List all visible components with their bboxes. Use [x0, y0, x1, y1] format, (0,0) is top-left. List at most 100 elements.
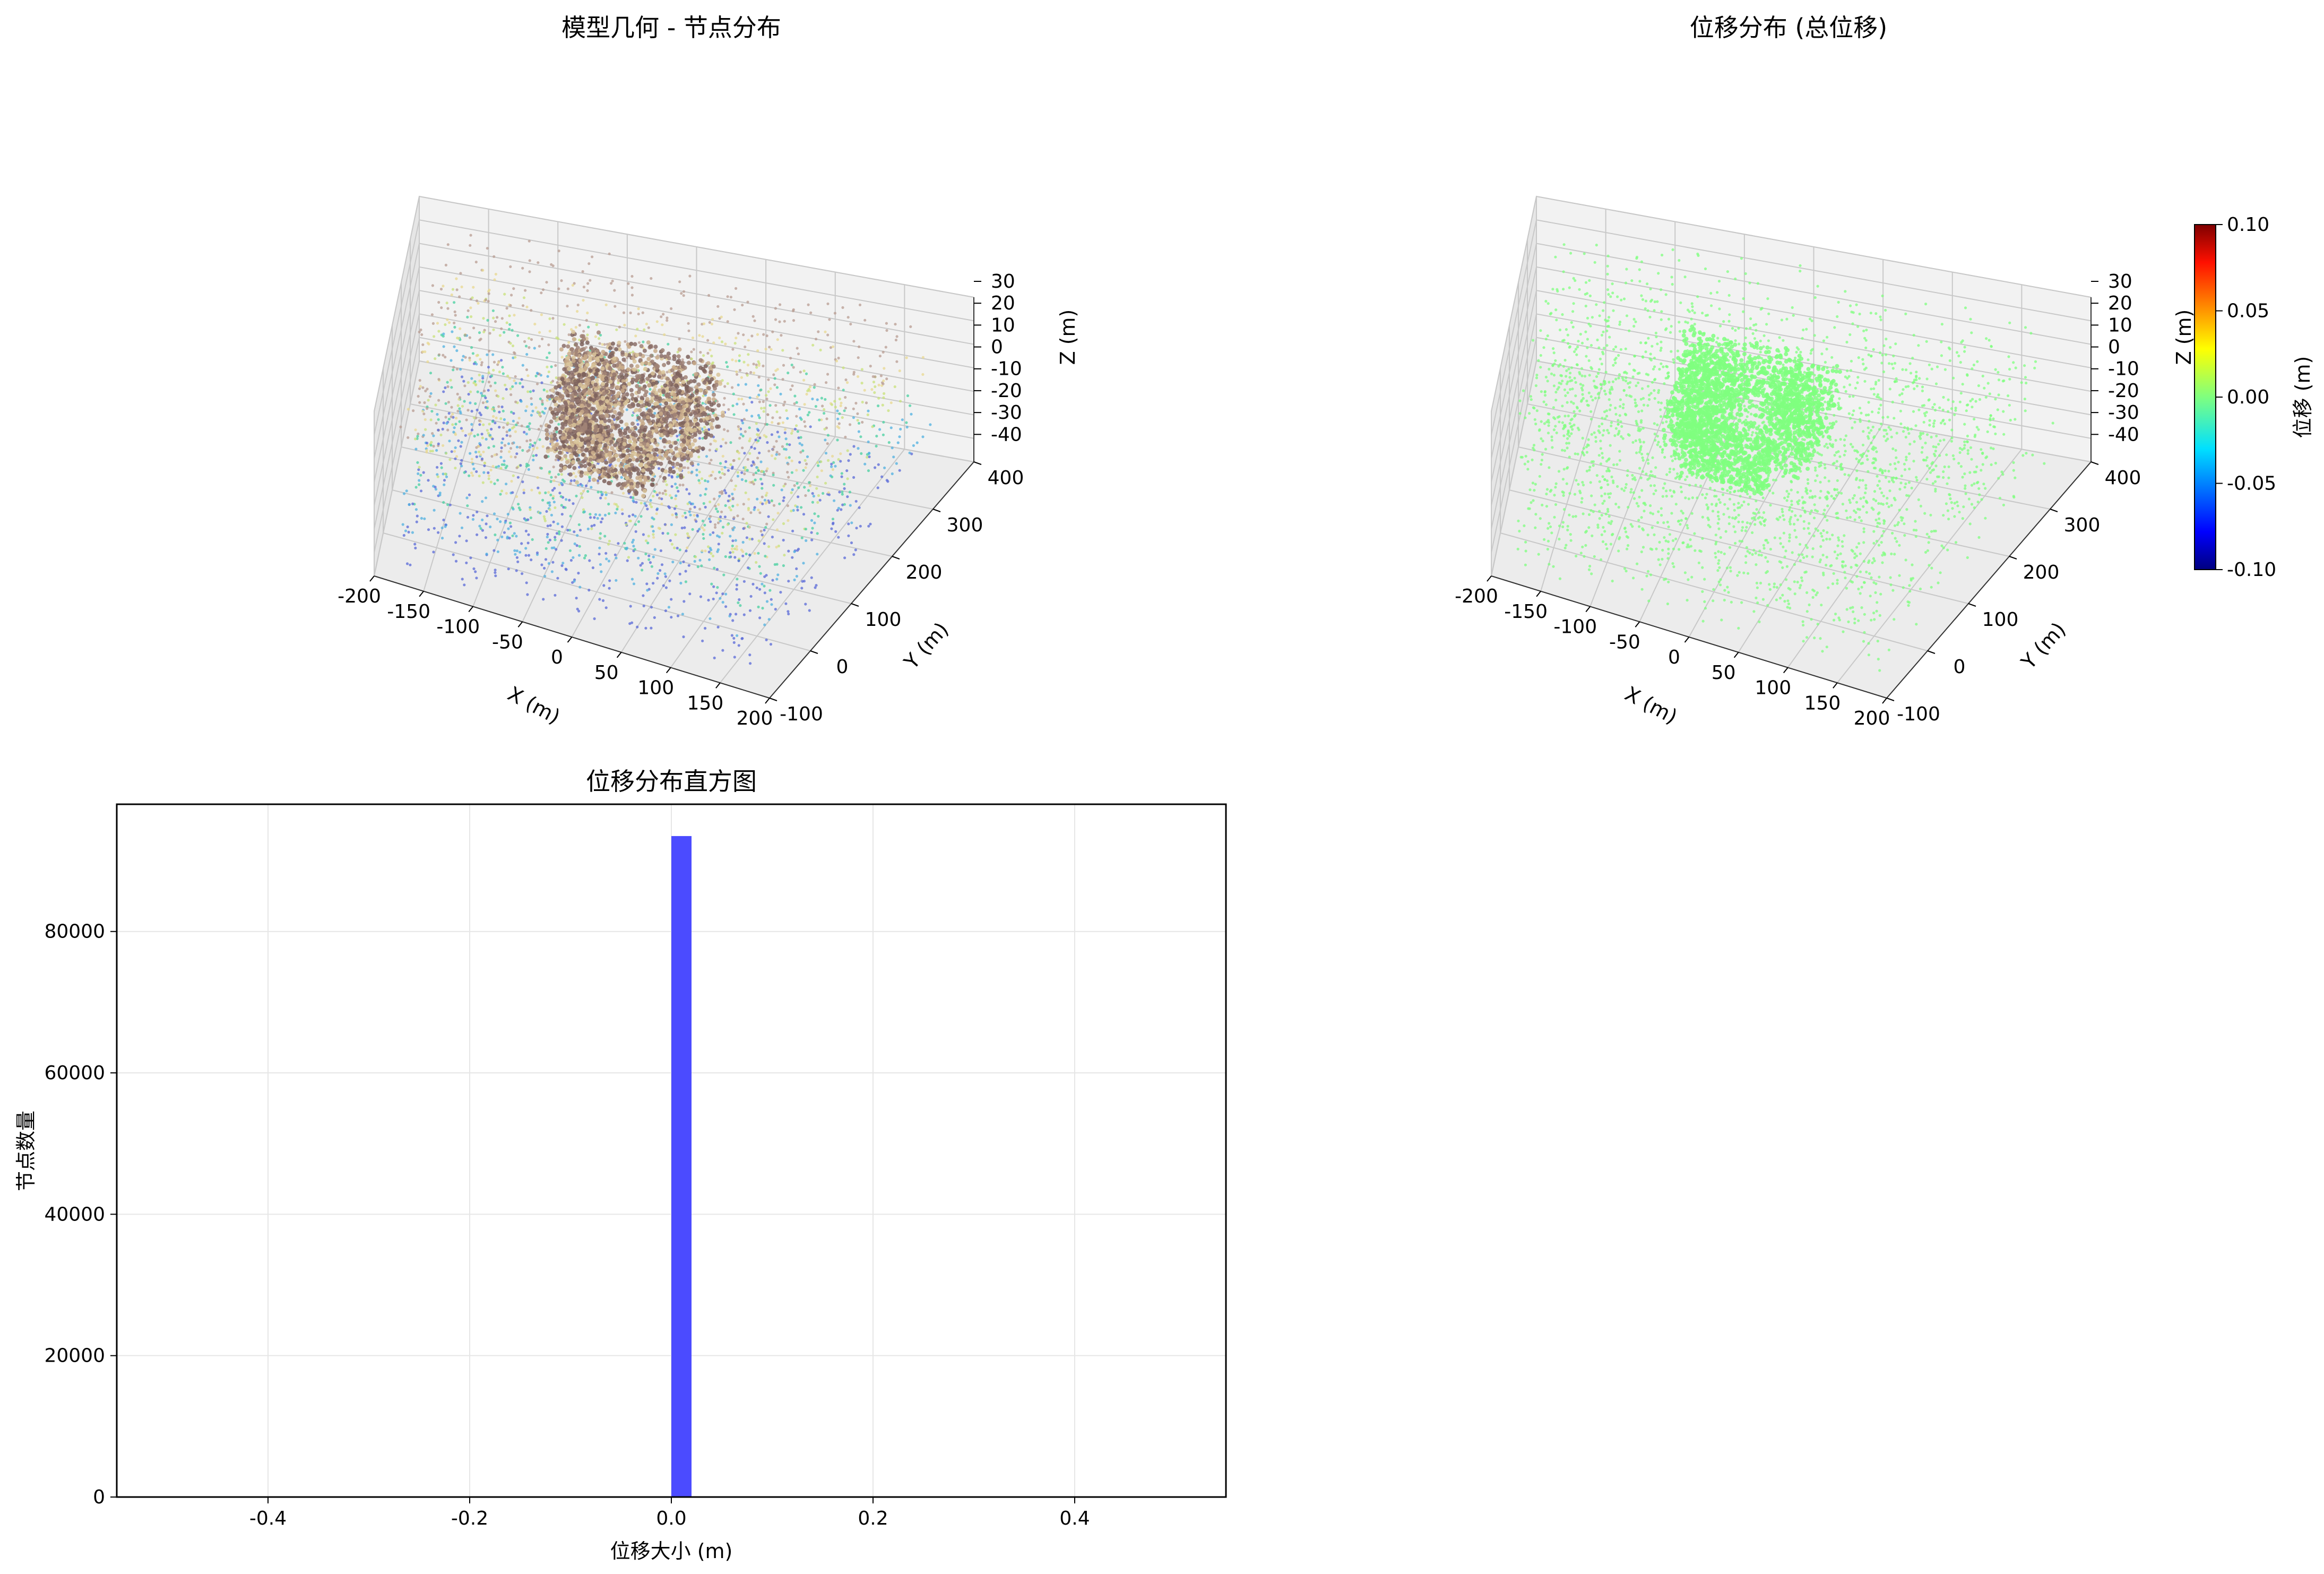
- node-point: [714, 440, 717, 443]
- node-point: [793, 578, 796, 581]
- node-point: [869, 522, 872, 526]
- node-point: [721, 649, 724, 652]
- node-point: [691, 502, 694, 505]
- node-point: [738, 436, 741, 440]
- node-point: [757, 384, 760, 387]
- structure-node-point: [594, 372, 599, 376]
- node-point: [487, 299, 490, 303]
- node-point: [712, 531, 715, 534]
- structure-node-point: [588, 355, 593, 360]
- node-point: [720, 510, 723, 513]
- node-point: [472, 381, 476, 384]
- node-point: [852, 340, 856, 343]
- node-point: [782, 496, 785, 499]
- node-point: [749, 371, 753, 374]
- node-point: [701, 639, 704, 642]
- node-point: [490, 427, 493, 431]
- node-point: [494, 569, 497, 572]
- node-point: [757, 414, 760, 417]
- node-point: [741, 550, 745, 553]
- structure-node-point: [577, 460, 582, 465]
- node-point: [682, 290, 686, 293]
- node-point: [503, 331, 506, 334]
- node-point: [699, 351, 702, 354]
- node-point: [432, 434, 435, 437]
- structure-node-point: [567, 420, 572, 425]
- node-point: [418, 483, 421, 486]
- structure-node-point: [634, 492, 638, 496]
- structure-node-point: [668, 381, 673, 385]
- structure-node-point: [585, 340, 590, 345]
- node-point: [511, 506, 514, 510]
- node-point: [801, 580, 804, 583]
- node-point: [706, 351, 710, 355]
- node-point: [529, 516, 533, 520]
- node-point: [650, 606, 653, 609]
- node-point: [723, 385, 727, 388]
- node-point: [573, 542, 576, 545]
- node-point: [670, 374, 673, 377]
- node-point: [698, 558, 702, 562]
- node-point: [767, 390, 770, 393]
- node-point: [1539, 354, 1542, 357]
- node-point: [551, 317, 555, 320]
- node-point: [632, 538, 635, 542]
- node-point: [761, 487, 764, 490]
- node-point: [482, 330, 486, 333]
- node-point: [588, 559, 591, 562]
- node-point: [830, 527, 833, 530]
- node-point: [458, 420, 461, 423]
- node-point: [489, 468, 493, 472]
- node-point: [565, 498, 568, 501]
- structure-node-point: [710, 425, 714, 430]
- node-point: [636, 395, 640, 398]
- node-point: [702, 537, 705, 540]
- structure-node-point: [583, 356, 588, 360]
- node-point: [558, 530, 561, 534]
- node-point: [675, 494, 678, 497]
- node-point: [806, 414, 809, 417]
- node-point: [805, 392, 808, 396]
- node-point: [817, 494, 820, 497]
- node-point: [765, 500, 768, 503]
- x-tick-label: 0: [551, 647, 563, 668]
- node-point: [682, 560, 685, 563]
- node-point: [616, 505, 619, 509]
- node-point: [702, 394, 705, 398]
- node-point: [781, 421, 784, 424]
- node-point: [481, 518, 484, 522]
- structure-node-point: [633, 342, 637, 347]
- node-point: [584, 554, 587, 557]
- structure-node-point: [569, 347, 574, 351]
- node-point: [741, 304, 744, 307]
- structure-node-point: [580, 448, 585, 452]
- structure-node-point: [712, 392, 716, 397]
- node-point: [588, 479, 591, 483]
- node-point: [463, 400, 466, 403]
- node-point: [487, 471, 490, 475]
- node-point: [566, 287, 569, 290]
- y-tick-label: 300: [947, 514, 983, 536]
- node-point: [481, 394, 484, 398]
- node-point: [668, 579, 671, 582]
- grid-line: [374, 313, 974, 529]
- node-point: [517, 417, 521, 420]
- z-tick-label: 0: [991, 337, 1003, 358]
- node-point: [632, 545, 635, 548]
- y-tick-mark: [892, 556, 900, 560]
- node-point: [426, 444, 429, 447]
- node-point: [649, 561, 652, 564]
- node-point: [483, 461, 487, 465]
- node-point: [857, 430, 860, 433]
- structure-node-point: [596, 469, 601, 474]
- grid-line: [374, 219, 974, 435]
- node-point: [763, 591, 766, 595]
- node-point: [514, 400, 517, 403]
- node-point: [775, 451, 779, 454]
- node-point: [840, 401, 843, 405]
- node-point: [765, 398, 768, 401]
- node-point: [624, 340, 627, 343]
- structure-node-point: [597, 454, 602, 459]
- node-point: [519, 551, 522, 554]
- node-point: [463, 384, 466, 388]
